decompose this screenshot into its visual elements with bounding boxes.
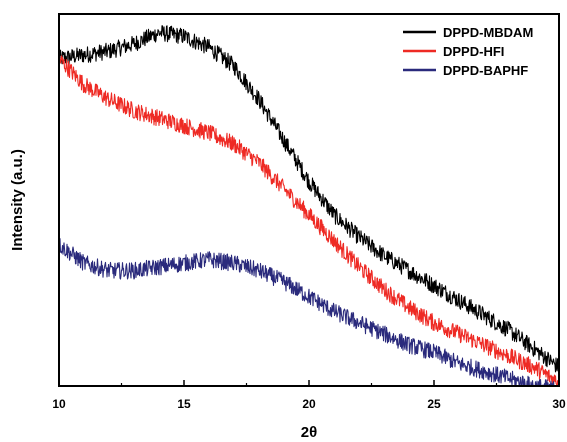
legend-label-dppd-baphf: DPPD-BAPHF — [443, 63, 528, 78]
x-axis-label: 2θ — [301, 424, 317, 441]
series-line-dppd-baphf — [59, 238, 555, 386]
x-axis-ticks: 10 15 20 25 30 — [52, 380, 566, 411]
legend: DPPD-MBDAM DPPD-HFI DPPD-BAPHF — [403, 25, 533, 78]
series-layer — [59, 25, 559, 386]
x-tick-label-15: 15 — [177, 397, 191, 411]
x-tick-label-10: 10 — [52, 397, 66, 411]
series-line-dppd-hfi — [59, 53, 559, 386]
legend-label-dppd-mbdam: DPPD-MBDAM — [443, 25, 533, 40]
legend-label-dppd-hfi: DPPD-HFI — [443, 44, 504, 59]
x-tick-label-25: 25 — [427, 397, 441, 411]
x-tick-label-30: 30 — [552, 397, 566, 411]
x-tick-label-20: 20 — [302, 397, 316, 411]
y-axis-label: Intensity (a.u.) — [9, 149, 26, 251]
series-line-dppd-mbdam — [59, 25, 559, 373]
